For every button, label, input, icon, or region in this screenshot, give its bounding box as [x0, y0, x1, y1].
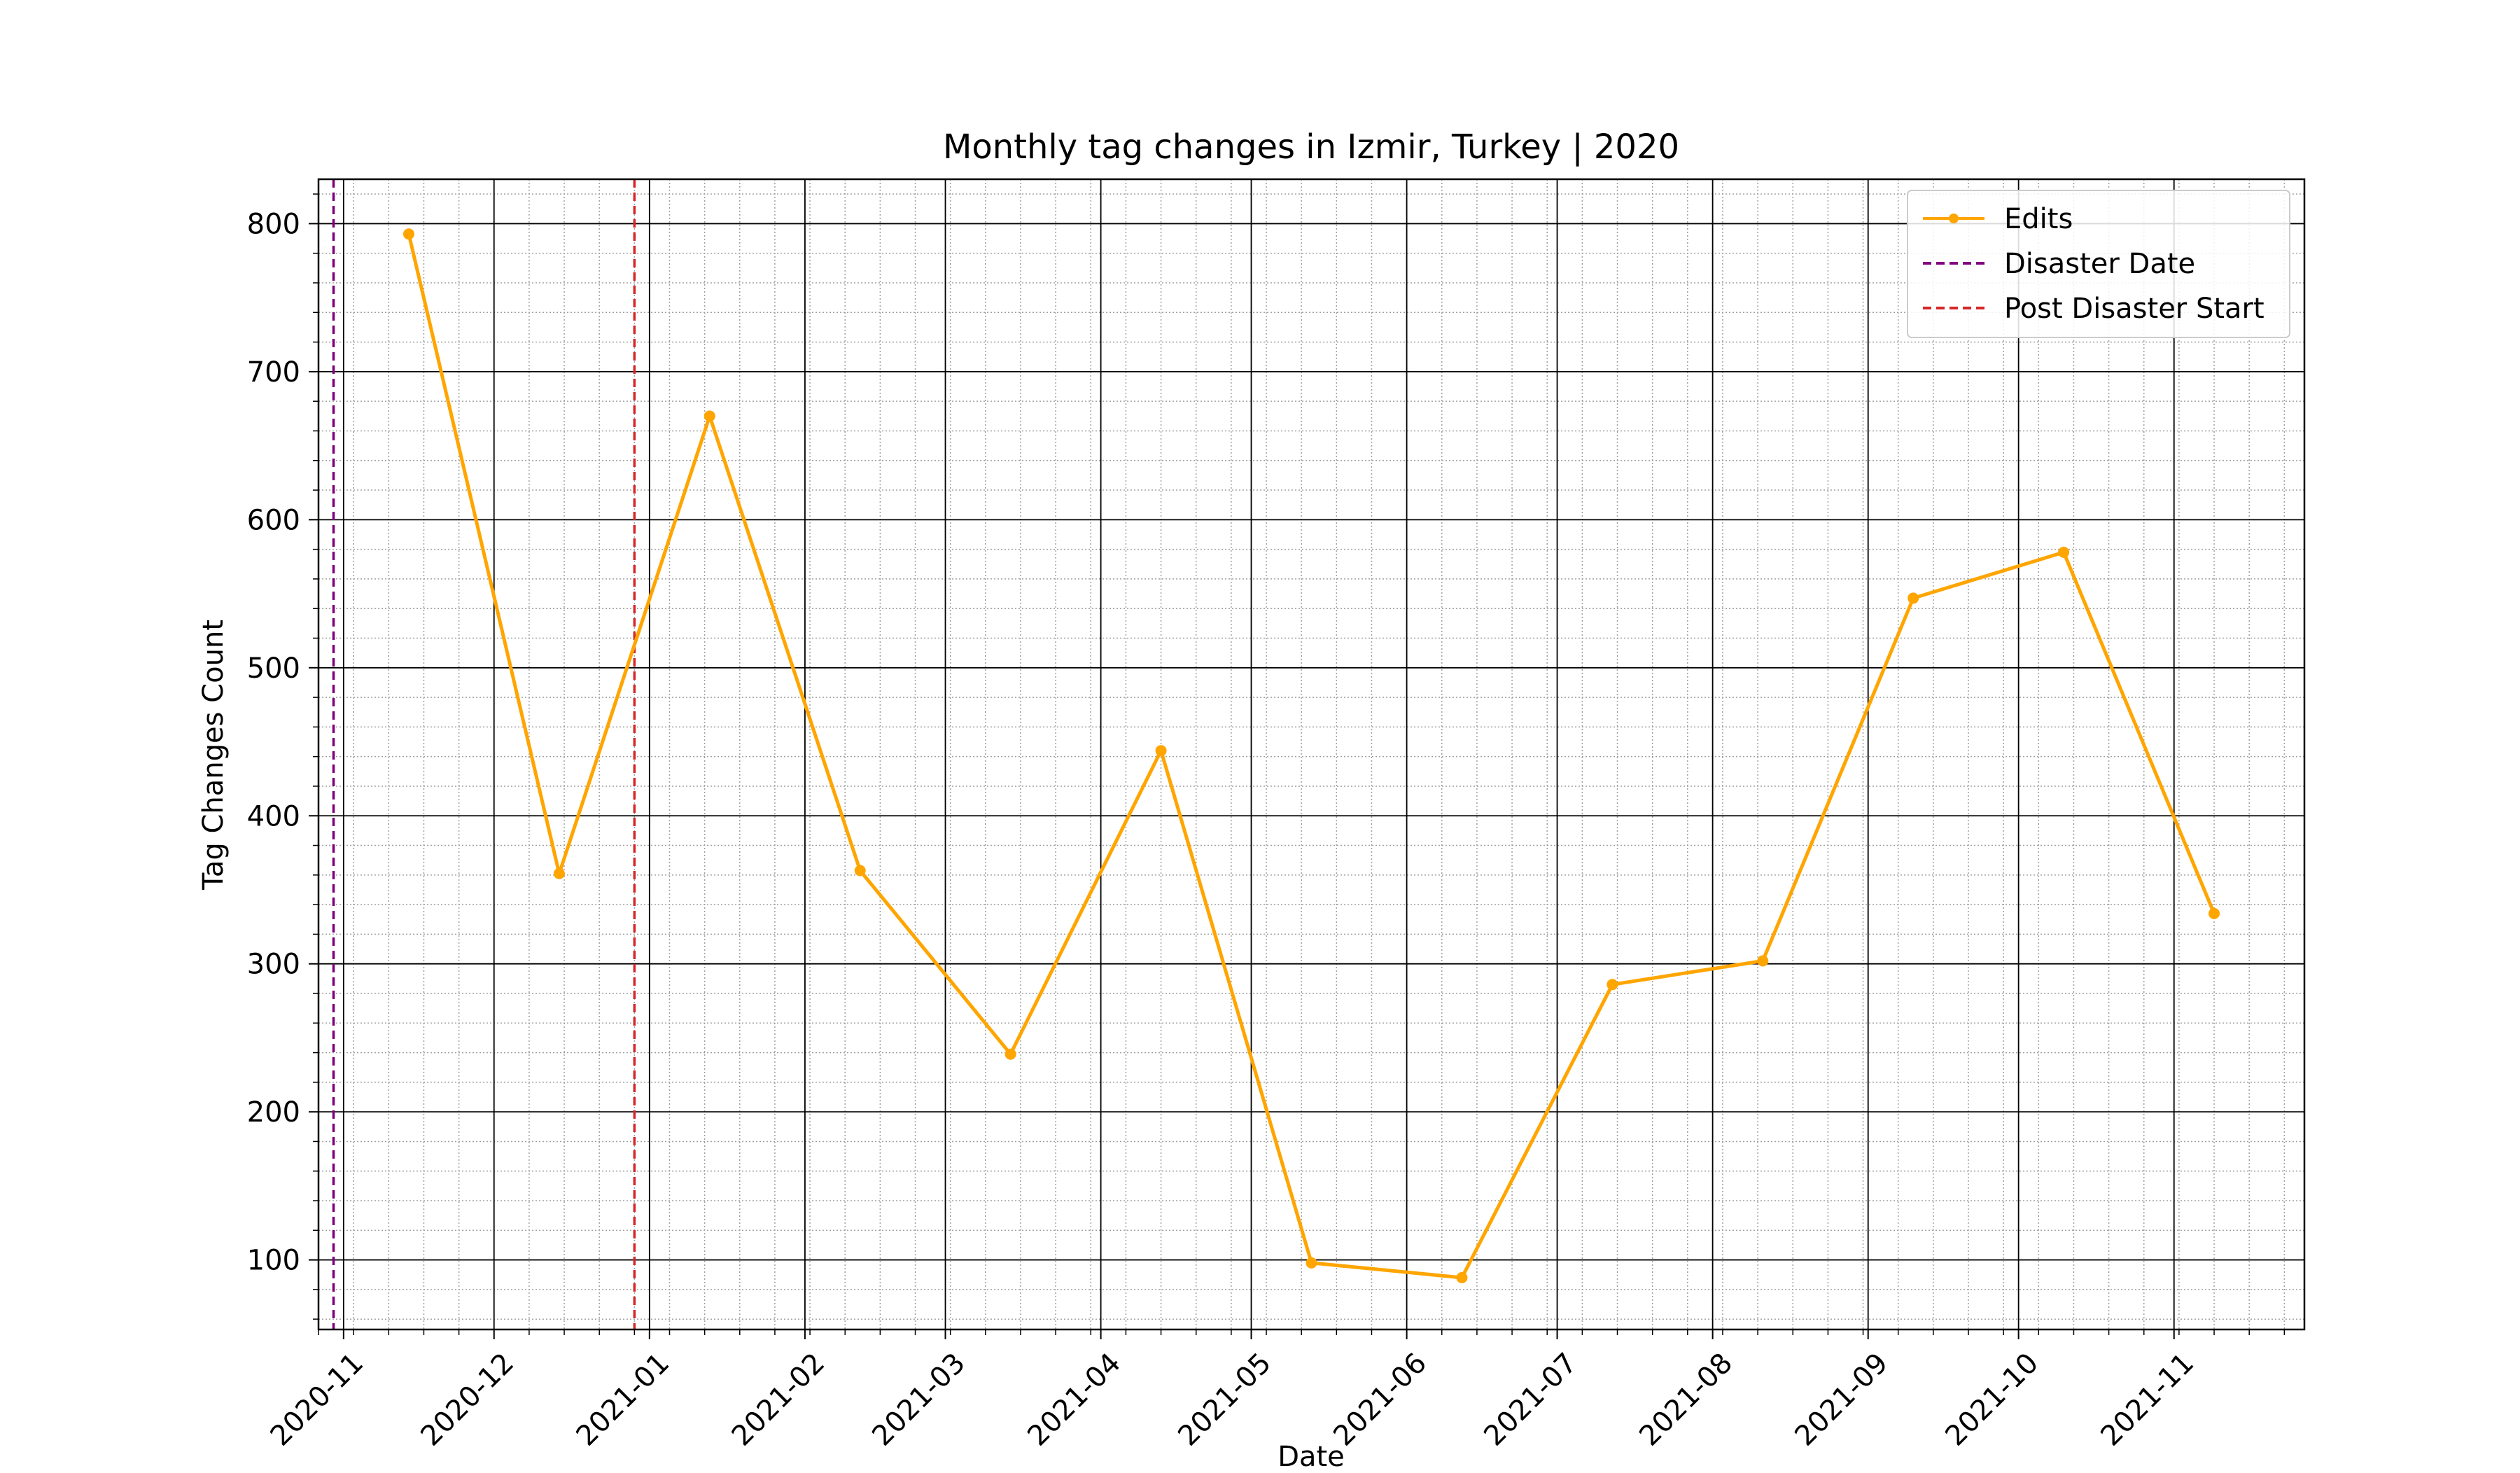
x-tick-label: 2021-05	[1172, 1347, 1278, 1453]
reference-lines	[332, 179, 636, 1329]
x-tick-label: 2021-09	[1788, 1347, 1894, 1453]
data-point	[704, 410, 715, 422]
series-line	[407, 233, 2216, 1280]
legend-label: Edits	[2004, 203, 2073, 235]
legend: Edits Disaster Date Post Disaster Start	[1907, 190, 2290, 338]
series-layer	[402, 228, 2220, 1283]
data-point	[1004, 1048, 1016, 1060]
data-point	[1456, 1271, 1468, 1283]
data-point	[2208, 907, 2220, 919]
data-point	[1757, 955, 1769, 967]
x-tick-label: 2021-08	[1633, 1347, 1739, 1453]
x-tick-label: 2021-04	[1021, 1347, 1127, 1453]
data-point	[553, 867, 565, 879]
x-tick-label: 2021-01	[570, 1347, 676, 1453]
data-point	[1907, 592, 1919, 604]
data-point	[854, 865, 866, 877]
data-point	[2058, 546, 2070, 558]
y-tick-label: 100	[247, 1245, 300, 1277]
data-point	[1606, 979, 1618, 991]
x-tick-label: 2021-07	[1478, 1347, 1583, 1453]
y-axis-label: Tag Changes Count	[197, 620, 230, 891]
data-point	[402, 228, 414, 240]
x-axis-label: Date	[1278, 1441, 1345, 1470]
x-tick-label: 2020-11	[265, 1347, 370, 1453]
legend-box	[1907, 190, 2290, 338]
x-tick-label: 2021-03	[866, 1347, 972, 1453]
x-tick-label: 2021-06	[1327, 1347, 1433, 1453]
data-point	[1155, 745, 1167, 757]
y-tick-label: 200	[247, 1096, 300, 1129]
x-tick-label: 2021-02	[726, 1347, 832, 1453]
legend-label: Disaster Date	[2004, 248, 2195, 280]
minor-grid	[318, 179, 2304, 1329]
major-grid	[318, 179, 2304, 1329]
y-tick-label: 800	[247, 208, 300, 240]
y-tick-labels: 100 200 300 400 500 600 700 800	[247, 208, 300, 1276]
x-tick-label: 2021-10	[1939, 1347, 2045, 1453]
chart-title: Monthly tag changes in Izmir, Turkey | 2…	[943, 127, 1679, 167]
y-tick-label: 700	[247, 356, 300, 389]
legend-label: Post Disaster Start	[2004, 293, 2264, 325]
x-tick-label: 2020-12	[414, 1347, 520, 1453]
data-point	[1306, 1257, 1317, 1269]
y-tick-label: 500	[247, 652, 300, 685]
y-tick-label: 400	[247, 800, 300, 832]
plot-frame	[317, 178, 2306, 1331]
axis-ticks	[309, 193, 2286, 1339]
y-tick-label: 600	[247, 504, 300, 536]
x-tick-labels: 2020-11 2020-12 2021-01 2021-02 2021-03 2021-…	[265, 1347, 2201, 1453]
y-tick-label: 300	[247, 949, 300, 981]
x-tick-label: 2021-11	[2094, 1347, 2200, 1453]
legend-marker	[1949, 214, 1959, 223]
